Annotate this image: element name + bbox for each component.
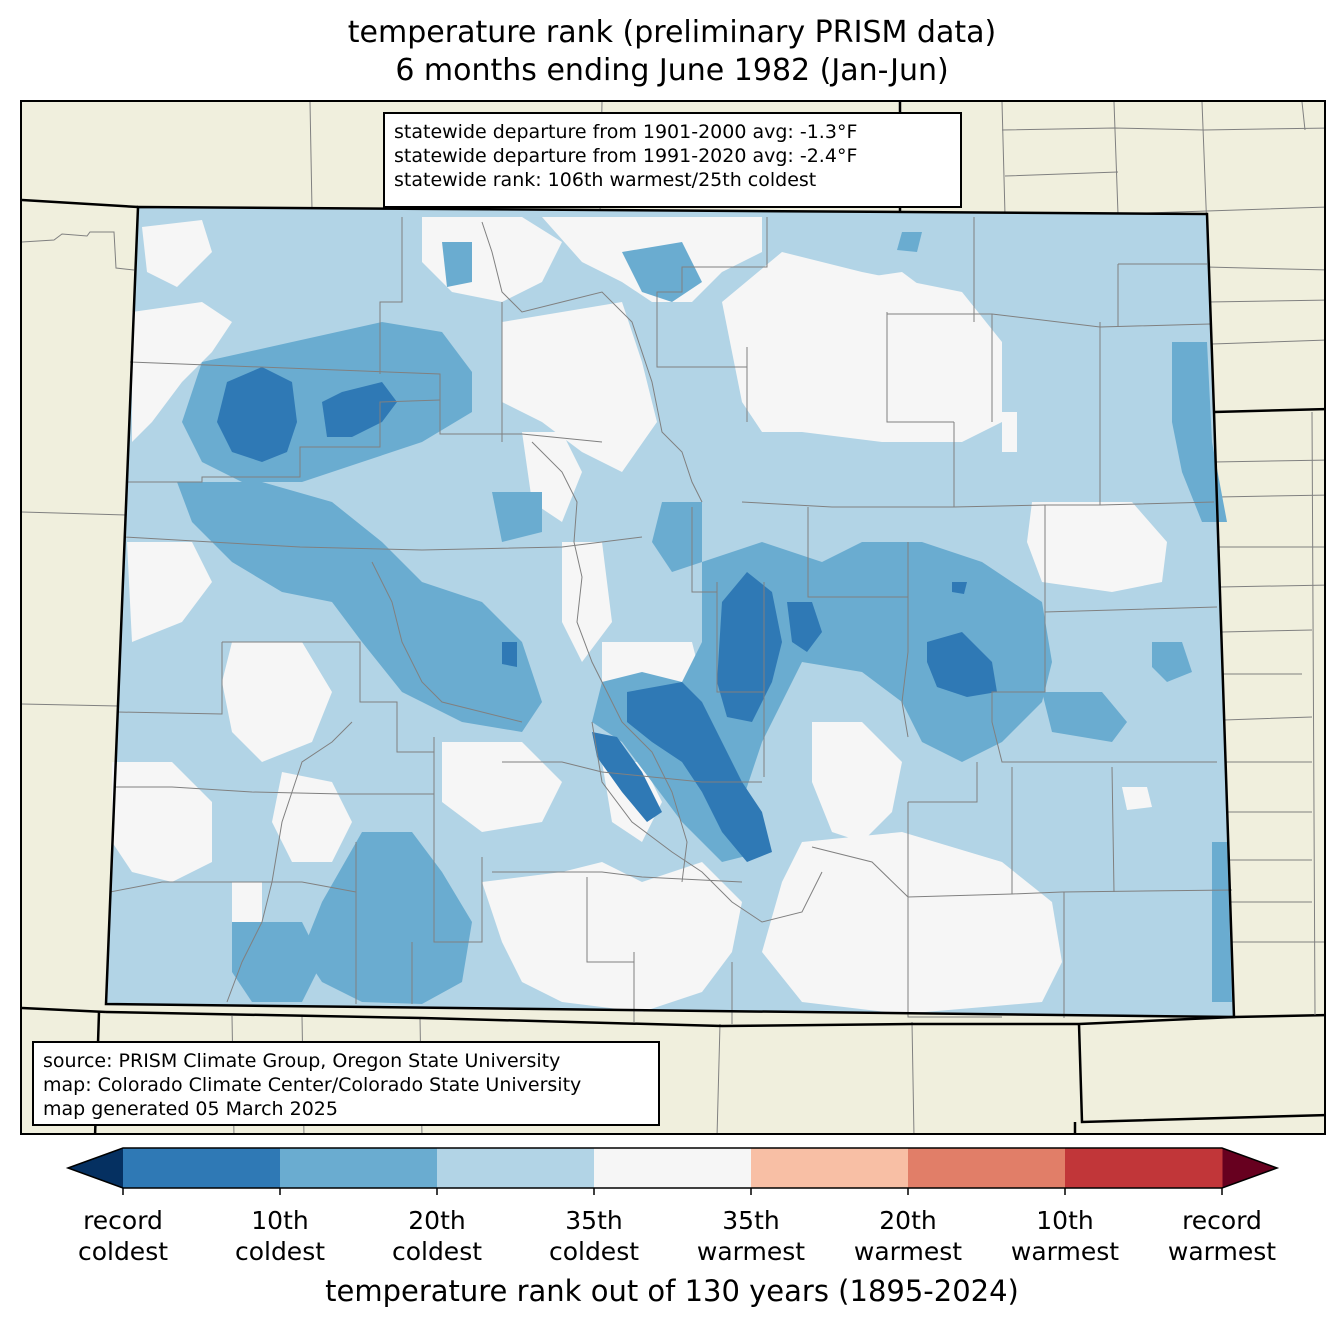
colorbar-tick-label: 35th warmest [671, 1205, 831, 1267]
colorbar-bin [437, 1148, 595, 1188]
colorbar [65, 1147, 1280, 1195]
tick-label-line-1: 10th [1036, 1206, 1094, 1235]
tick-label-line-2: coldest [77, 1237, 169, 1266]
tick-label-line-2: coldest [234, 1237, 326, 1266]
tick-label-line-1: 10th [251, 1206, 309, 1235]
southern-border [105, 1010, 1235, 1028]
colorado-border [104, 205, 1236, 1019]
colorbar-tick-label: 35th coldest [514, 1205, 674, 1267]
colorbar-bin [280, 1148, 438, 1188]
stats-line-3: statewide rank: 106th warmest/25th colde… [394, 169, 817, 191]
tenth-coldest-areas [217, 367, 997, 862]
colorbar-bin [123, 1148, 281, 1188]
tick-label-line-1: 35th [565, 1206, 623, 1235]
source-line-3: map generated 05 March 2025 [43, 1098, 338, 1120]
tick-label-line-2: warmest [1010, 1237, 1120, 1266]
tick-label-line-1: 35th [722, 1206, 780, 1235]
title-line-2: 6 months ending June 1982 (Jan-Jun) [395, 53, 949, 88]
colorado-rank-map [22, 102, 1324, 1133]
source-line-1: source: PRISM Climate Group, Oregon Stat… [43, 1050, 561, 1072]
tick-label-line-1: 20th [879, 1206, 937, 1235]
colorbar-bin [908, 1148, 1066, 1188]
stats-line-2: statewide departure from 1991-2020 avg: … [394, 145, 858, 167]
title-line-1: temperature rank (preliminary PRISM data… [347, 15, 997, 50]
colorbar-tick-label: 20th coldest [357, 1205, 517, 1267]
colorbar-bin [594, 1148, 752, 1188]
tick-label-line-2: warmest [696, 1237, 806, 1266]
colorbar-over-arrow [1222, 1148, 1277, 1188]
colorbar-tick-label: record coldest [43, 1205, 203, 1267]
tick-label-line-2: warmest [853, 1237, 963, 1266]
stats-line-1: statewide departure from 1901-2000 avg: … [394, 121, 858, 143]
colorbar-bin [751, 1148, 909, 1188]
source-credits-box: source: PRISM Climate Group, Oregon Stat… [32, 1041, 660, 1126]
tick-label-line-1: record [83, 1206, 163, 1235]
colorbar-tick-label: 20th warmest [828, 1205, 988, 1267]
colorbar-under-arrow [68, 1148, 123, 1188]
map-panel [20, 100, 1326, 1135]
colorbar-axis-label: temperature rank out of 130 years (1895-… [325, 1274, 1019, 1308]
twentieth-coldest-areas [177, 232, 1232, 1004]
colorbar-bin [1065, 1148, 1223, 1188]
tick-label-line-2: warmest [1167, 1237, 1277, 1266]
tick-label-line-2: coldest [548, 1237, 640, 1266]
colorbar-tick-label: 10th coldest [200, 1205, 360, 1267]
colorbar-tick-label: record warmest [1142, 1205, 1302, 1267]
colorbar-tick-label: 10th warmest [985, 1205, 1145, 1267]
near-normal-areas [112, 217, 1167, 1014]
neighbor-county-lines [22, 102, 1324, 1133]
tick-label-line-1: 20th [408, 1206, 466, 1235]
colorado-county-lines [109, 217, 1233, 1024]
statewide-stats-box: statewide departure from 1901-2000 avg: … [383, 112, 962, 208]
tick-label-line-1: record [1182, 1206, 1262, 1235]
map-title: temperature rank (preliminary PRISM data… [0, 14, 1344, 90]
tick-label-line-2: coldest [391, 1237, 483, 1266]
source-line-2: map: Colorado Climate Center/Colorado St… [43, 1074, 582, 1096]
